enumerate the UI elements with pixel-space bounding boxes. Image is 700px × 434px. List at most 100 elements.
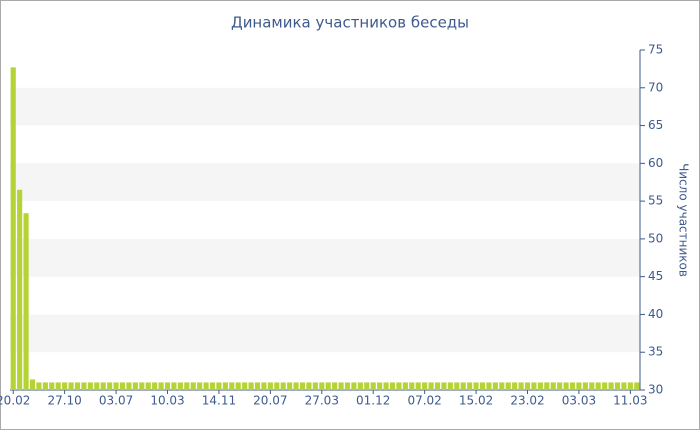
- bar: [492, 382, 498, 390]
- bar: [319, 382, 325, 390]
- y-tick-label: 55: [648, 194, 663, 208]
- y-tick-label: 45: [648, 269, 663, 283]
- x-tick-label: 03.03: [562, 394, 596, 408]
- x-tick-label: 27.10: [47, 394, 81, 408]
- bar: [505, 382, 511, 390]
- bar: [396, 382, 402, 390]
- bar: [107, 382, 113, 390]
- bar: [222, 382, 228, 390]
- bar: [287, 382, 293, 390]
- bar: [569, 382, 576, 390]
- bar: [248, 382, 254, 390]
- bar: [602, 382, 608, 390]
- bar: [62, 382, 68, 390]
- bar: [10, 67, 16, 390]
- bar: [627, 382, 633, 390]
- bar: [364, 382, 370, 390]
- bar: [402, 382, 408, 390]
- bar: [351, 382, 357, 390]
- bar: [132, 382, 138, 390]
- x-tick-label: 10.03: [150, 394, 184, 408]
- bar: [434, 382, 441, 390]
- bar: [557, 382, 563, 390]
- bar: [261, 382, 267, 390]
- bar: [595, 382, 601, 390]
- y-tick-label: 50: [648, 231, 663, 245]
- bar: [197, 382, 203, 390]
- x-tick-label: 27.03: [305, 394, 339, 408]
- bar: [332, 382, 338, 390]
- bar: [164, 382, 171, 390]
- bar: [242, 382, 248, 390]
- grid-band: [10, 314, 640, 353]
- bar: [293, 382, 299, 390]
- bar: [55, 382, 61, 390]
- y-tick-label: 40: [648, 307, 663, 321]
- bar: [152, 382, 158, 390]
- bar: [171, 382, 177, 390]
- bar: [145, 382, 151, 390]
- chart-title: Динамика участников беседы: [231, 14, 469, 32]
- bar: [634, 382, 640, 390]
- bar: [36, 382, 42, 390]
- bar: [274, 382, 280, 390]
- y-tick-label: 75: [648, 43, 663, 57]
- bar: [158, 382, 164, 390]
- y-tick-label: 60: [648, 156, 663, 170]
- bar: [338, 382, 344, 390]
- bar: [460, 382, 466, 390]
- bar: [512, 382, 518, 390]
- bar: [209, 382, 216, 390]
- bar: [524, 382, 531, 390]
- bar: [23, 213, 29, 390]
- bar: [312, 382, 318, 390]
- bar: [377, 382, 383, 390]
- bar: [17, 189, 23, 390]
- bar: [344, 382, 351, 390]
- y-axis-title: Число участников: [677, 163, 691, 277]
- bar: [389, 382, 396, 390]
- bar: [621, 382, 627, 390]
- bar: [614, 382, 621, 390]
- bar: [415, 382, 421, 390]
- bar: [29, 379, 36, 390]
- y-tick-label: 70: [648, 80, 663, 94]
- bar: [422, 382, 428, 390]
- bar: [428, 382, 434, 390]
- bar: [589, 382, 595, 390]
- bar: [467, 382, 473, 390]
- bar: [325, 382, 331, 390]
- y-tick-label: 30: [648, 383, 663, 397]
- bar: [370, 382, 376, 390]
- bar: [299, 382, 306, 390]
- bar: [499, 382, 505, 390]
- bar: [550, 382, 556, 390]
- bar: [203, 382, 209, 390]
- bar: [177, 382, 183, 390]
- x-tick-label: 15.02: [459, 394, 493, 408]
- bar: [113, 382, 119, 390]
- bar: [81, 382, 87, 390]
- bar: [190, 382, 196, 390]
- bar: [544, 382, 550, 390]
- bar: [447, 382, 453, 390]
- bar: [184, 382, 190, 390]
- bar: [216, 382, 222, 390]
- bar: [126, 382, 132, 390]
- y-tick-label: 35: [648, 345, 663, 359]
- bar: [74, 382, 81, 390]
- x-tick-label: 11.03: [613, 394, 647, 408]
- bar: [479, 382, 486, 390]
- bar: [119, 382, 126, 390]
- bar: [409, 382, 415, 390]
- bar: [235, 382, 241, 390]
- grid-band: [10, 163, 640, 202]
- bar: [94, 382, 100, 390]
- bar: [608, 382, 614, 390]
- bar: [383, 382, 389, 390]
- bar: [68, 382, 74, 390]
- x-tick-label: 01.12: [356, 394, 390, 408]
- bar: [576, 382, 582, 390]
